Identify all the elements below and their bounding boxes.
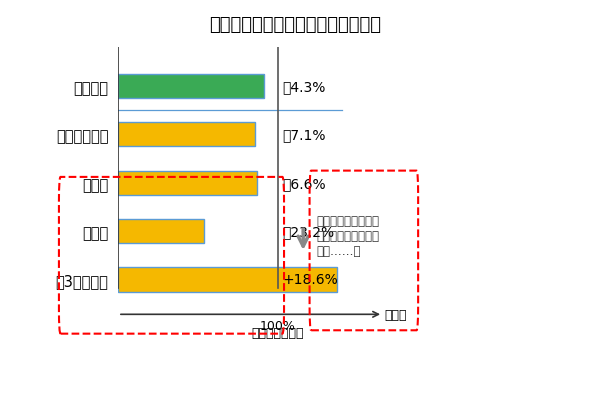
Text: －7.1%: －7.1% xyxy=(283,128,326,142)
Text: －4.3%: －4.3% xyxy=(283,80,326,94)
Text: －23.2%: －23.2% xyxy=(283,225,335,239)
Text: 出荷量: 出荷量 xyxy=(385,308,407,321)
Text: －6.6%: －6.6% xyxy=(283,176,326,190)
Text: 100%: 100% xyxy=(260,319,296,332)
Text: +18.6%: +18.6% xyxy=(283,273,338,287)
Bar xyxy=(118,219,204,243)
Bar xyxy=(118,75,264,99)
Text: 低価格品カテゴリーでの主役交代？: 低価格品カテゴリーでの主役交代？ xyxy=(209,16,381,34)
Text: （前年同月比）: （前年同月比） xyxy=(251,326,304,340)
Bar xyxy=(118,123,255,147)
Bar xyxy=(118,268,337,292)
Bar xyxy=(118,171,257,195)
Text: 実際は低価格品同士
で食い合っているの
では……？: 実際は低価格品同士 で食い合っているの では……？ xyxy=(316,215,379,257)
